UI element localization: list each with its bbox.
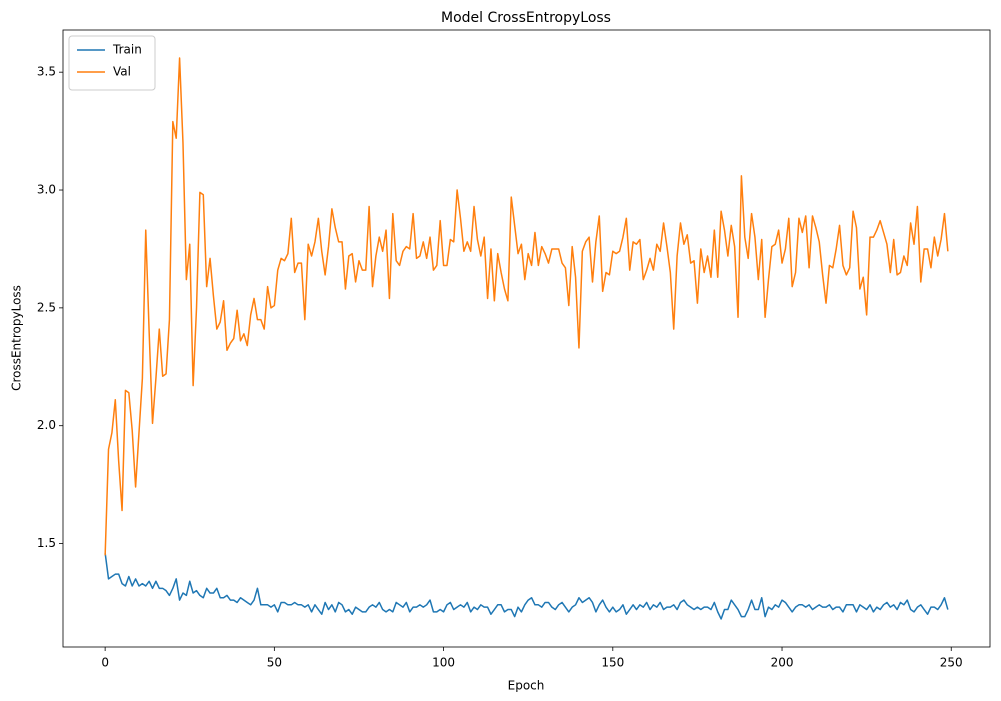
line-series <box>104 57 949 556</box>
chart-title: Model CrossEntropyLoss <box>441 10 611 26</box>
legend-label: Train <box>112 43 142 57</box>
x-tick-label: 200 <box>771 656 794 670</box>
legend-box <box>68 35 156 91</box>
x-tick-label: 150 <box>601 656 624 670</box>
y-tick-label: 3.0 <box>37 183 56 197</box>
axes-frame <box>62 29 991 648</box>
legend-label: Val <box>113 65 131 79</box>
line-series <box>104 552 949 620</box>
y-tick-label: 3.5 <box>37 65 56 79</box>
x-tick-label: 50 <box>267 656 282 670</box>
x-tick-label: 100 <box>432 656 455 670</box>
y-tick-label: 2.5 <box>37 300 56 314</box>
y-tick-label: 2.0 <box>37 418 56 432</box>
x-axis-label: Epoch <box>508 679 545 693</box>
x-tick-label: 250 <box>940 656 963 670</box>
y-axis-label: CrossEntropyLoss <box>10 285 24 391</box>
x-tick-label: 0 <box>101 656 109 670</box>
y-tick-label: 1.5 <box>37 536 56 550</box>
